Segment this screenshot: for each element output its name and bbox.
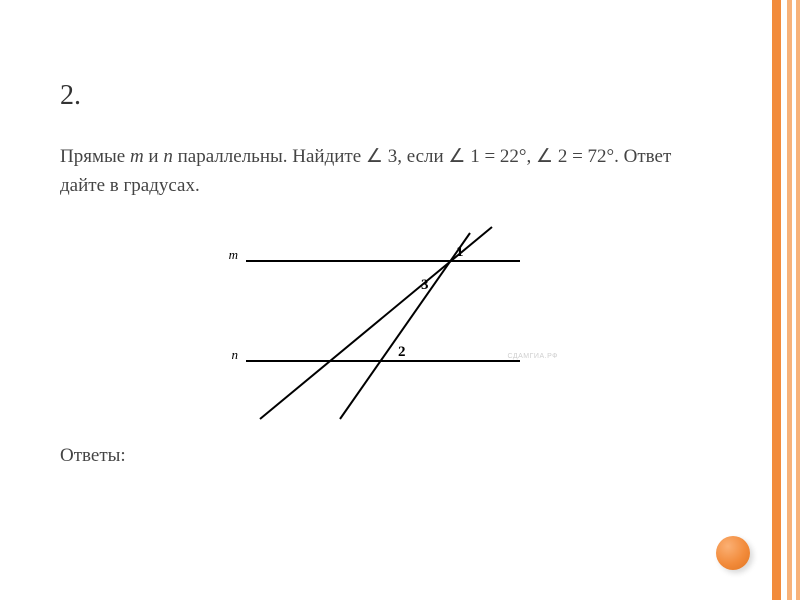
- slide-content: 2. Прямые m и n параллельны. Найдите ∠ 3…: [60, 80, 720, 467]
- stripe-5: [796, 0, 800, 600]
- text-part-2: и: [144, 146, 164, 167]
- label-m: m: [229, 247, 238, 262]
- stripe-1: [772, 0, 781, 600]
- problem-text: Прямые m и n параллельны. Найдите ∠ 3, е…: [60, 142, 720, 201]
- answers-label: Ответы:: [60, 445, 720, 467]
- angle-3: 3: [421, 277, 429, 293]
- label-n: n: [232, 347, 239, 362]
- diagram-svg: m n 1 2 3: [220, 221, 560, 421]
- side-stripes: [772, 0, 800, 600]
- var-n: n: [163, 146, 173, 167]
- next-slide-button[interactable]: [716, 536, 750, 570]
- angle-1: 1: [456, 244, 464, 260]
- diagram-container: m n 1 2 3 СДАМГИА.РФ: [60, 221, 720, 421]
- geometry-diagram: m n 1 2 3 СДАМГИА.РФ: [220, 221, 560, 421]
- text-part-1: Прямые: [60, 146, 130, 167]
- diagram-watermark: СДАМГИА.РФ: [508, 353, 559, 360]
- var-m: m: [130, 146, 144, 167]
- angle-2: 2: [398, 344, 406, 360]
- problem-number: 2.: [60, 80, 720, 112]
